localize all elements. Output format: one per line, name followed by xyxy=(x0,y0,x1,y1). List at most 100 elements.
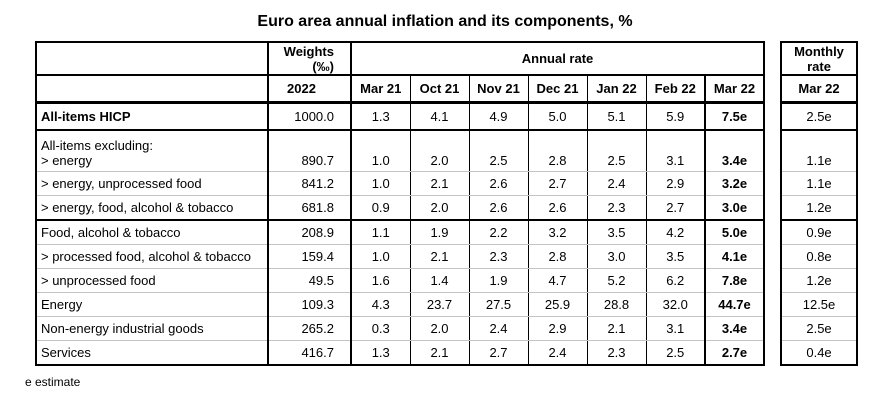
annual-value: 3.0 xyxy=(586,244,646,269)
annual-value: 2.0 xyxy=(409,195,469,221)
weight-value: 841.2 xyxy=(267,171,352,196)
annual-value: 2.4 xyxy=(468,316,528,341)
row-label: Services xyxy=(41,345,91,360)
annual-value: 4.2 xyxy=(645,220,705,245)
annual-value: 2.8 xyxy=(527,244,587,269)
annual-value-estimate: 3.2e xyxy=(703,171,765,196)
annual-value: 32.0 xyxy=(645,292,705,317)
annual-value: 1.9 xyxy=(468,268,528,293)
annual-value: 2.5 xyxy=(645,340,705,365)
row-label: > processed food, alcohol & tobacco xyxy=(36,244,268,269)
annual-value: 2.9 xyxy=(527,316,587,341)
monthly-rate-header-line1: Monthly xyxy=(794,43,844,59)
annual-value: 6.2 xyxy=(645,268,705,293)
annual-value: 3.5 xyxy=(586,220,646,245)
weight-value: 159.4 xyxy=(267,244,352,269)
row-label: All-items excluding: > energy xyxy=(36,130,268,172)
table-row: 1.2e xyxy=(781,195,858,221)
annual-value-estimate: 7.8e xyxy=(703,268,765,293)
table-row: All-items excluding: > energy 890.7 1.0 … xyxy=(36,130,765,172)
inflation-table: Weights (‰) Annual rate 2022 Mar 21 Oct … xyxy=(35,41,766,366)
monthly-value: 12.5e xyxy=(781,292,858,317)
footnote-estimate: e estimate xyxy=(25,375,81,389)
weight-value: 265.2 xyxy=(267,316,352,341)
page-title: Euro area annual inflation and its compo… xyxy=(257,13,633,30)
row-label: > energy, food, alcohol & tobacco xyxy=(36,195,268,221)
month-header: Dec 21 xyxy=(527,75,587,104)
monthly-rate-header-line2: rate xyxy=(807,58,831,74)
annual-value: 2.5 xyxy=(468,130,528,172)
annual-value-estimate: 7.5e xyxy=(703,102,765,131)
annual-value: 2.2 xyxy=(468,220,528,245)
monthly-value: 2.5e xyxy=(781,316,858,341)
annual-value: 28.8 xyxy=(586,292,646,317)
tables-container: Weights (‰) Annual rate 2022 Mar 21 Oct … xyxy=(35,41,890,366)
annual-value: 4.1 xyxy=(409,102,469,131)
row-label: Energy xyxy=(36,292,268,317)
header-row-2: 2022 Mar 21 Oct 21 Nov 21 Dec 21 Jan 22 … xyxy=(36,75,765,104)
weight-value: 416.7 xyxy=(267,340,352,365)
annual-value: 2.3 xyxy=(586,195,646,221)
weight-value: 1000.0 xyxy=(267,102,352,131)
month-header: Mar 22 xyxy=(781,75,858,104)
annual-value: 0.9 xyxy=(350,195,410,221)
table-row: Services 416.7 1.3 2.1 2.7 2.4 2.3 2.5 2… xyxy=(36,340,765,365)
table-row: 1.1e xyxy=(781,130,858,172)
annual-value: 5.9 xyxy=(645,102,705,131)
table-row: 2.5e xyxy=(781,102,858,131)
table-row: 0.8e xyxy=(781,244,858,269)
table-row: 1.2e xyxy=(781,268,858,293)
row-label-line1: All-items excluding: xyxy=(41,138,153,153)
annual-value: 2.7 xyxy=(645,195,705,221)
annual-value: 2.4 xyxy=(586,171,646,196)
annual-value: 2.8 xyxy=(527,130,587,172)
table-row: Food, alcohol & tobacco 208.9 1.1 1.9 2.… xyxy=(36,220,765,245)
month-header: Oct 21 xyxy=(409,75,469,104)
annual-value: 5.0 xyxy=(527,102,587,131)
annual-value: 4.3 xyxy=(350,292,410,317)
annual-value: 2.3 xyxy=(586,340,646,365)
corner-cell xyxy=(36,42,268,76)
annual-value: 1.3 xyxy=(350,340,410,365)
annual-value: 2.4 xyxy=(527,340,587,365)
row-label: Food, alcohol & tobacco xyxy=(36,220,268,245)
header-row-1: Monthly rate xyxy=(781,42,858,76)
monthly-value: 0.8e xyxy=(781,244,858,269)
annual-value: 2.0 xyxy=(409,316,469,341)
annual-value: 4.9 xyxy=(468,102,528,131)
annual-value: 2.3 xyxy=(468,244,528,269)
monthly-rate-header: Monthly rate xyxy=(781,42,858,76)
row-label: All-items HICP xyxy=(36,102,268,131)
annual-value: 2.1 xyxy=(409,244,469,269)
annual-value: 2.1 xyxy=(586,316,646,341)
table-row: > energy, food, alcohol & tobacco 681.8 … xyxy=(36,195,765,221)
weights-year-header: 2022 xyxy=(267,75,352,104)
annual-value: 2.7 xyxy=(468,340,528,365)
annual-value: 5.2 xyxy=(586,268,646,293)
annual-value: 2.6 xyxy=(527,195,587,221)
monthly-value: 1.1e xyxy=(781,171,858,196)
weight-value: 208.9 xyxy=(267,220,352,245)
weights-header: Weights (‰) xyxy=(267,42,352,76)
table-row: 12.5e xyxy=(781,292,858,317)
table-row: 2.5e xyxy=(781,316,858,341)
annual-value: 1.1 xyxy=(350,220,410,245)
annual-value-estimate: 4.1e xyxy=(703,244,765,269)
annual-value: 25.9 xyxy=(527,292,587,317)
annual-value-estimate: 2.7e xyxy=(703,340,765,365)
monthly-value: 1.2e xyxy=(781,268,858,293)
annual-value: 1.0 xyxy=(350,130,410,172)
annual-value: 1.9 xyxy=(409,220,469,245)
annual-value: 3.5 xyxy=(645,244,705,269)
weights-header-line1: Weights xyxy=(283,43,334,59)
annual-value: 2.6 xyxy=(468,195,528,221)
monthly-rate-table: Monthly rate Mar 22 2.5e 1.1e 1.1e 1.2e … xyxy=(780,41,859,366)
monthly-value: 2.5e xyxy=(781,102,858,131)
annual-value: 1.0 xyxy=(350,244,410,269)
table-row: 0.4e xyxy=(781,341,857,366)
annual-value: 2.9 xyxy=(645,171,705,196)
row-label: Non-energy industrial goods xyxy=(36,316,268,341)
annual-value: 27.5 xyxy=(468,292,528,317)
table-row: 0.9e xyxy=(781,220,858,245)
row-label-line2: > energy xyxy=(41,153,92,168)
